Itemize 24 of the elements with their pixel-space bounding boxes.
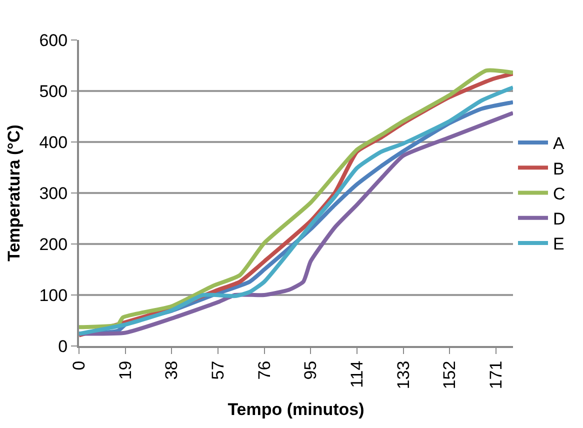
legend-label: C [553,184,566,204]
x-axis-title: Tempo (minutos) [228,400,364,420]
legend-label: A [553,134,565,154]
y-tick-label: 500 [39,82,68,101]
x-tick-label: 76 [254,360,274,380]
x-tick-label: 0 [70,360,89,370]
x-tick-label: 57 [208,360,228,380]
y-tick-label: 200 [39,234,68,254]
x-tick-label: 114 [347,360,366,388]
y-tick-label: 400 [39,132,68,152]
x-tick-label: 95 [301,360,320,380]
x-tick-label: 19 [116,360,135,380]
y-tick-label: 600 [39,30,68,50]
y-tick-label: 0 [58,336,68,356]
x-tick-label: 171 [486,360,506,390]
legend-label: B [553,159,564,178]
x-tick-label: 133 [394,360,413,390]
y-axis-title: Temperatura (°C) [4,124,24,262]
legend-label: E [553,234,564,254]
x-tick-label: 152 [440,360,460,390]
legend-label: D [553,209,566,228]
x-tick-label: 38 [162,360,182,380]
y-tick-label: 100 [39,286,68,305]
y-tick-label: 300 [39,184,68,203]
